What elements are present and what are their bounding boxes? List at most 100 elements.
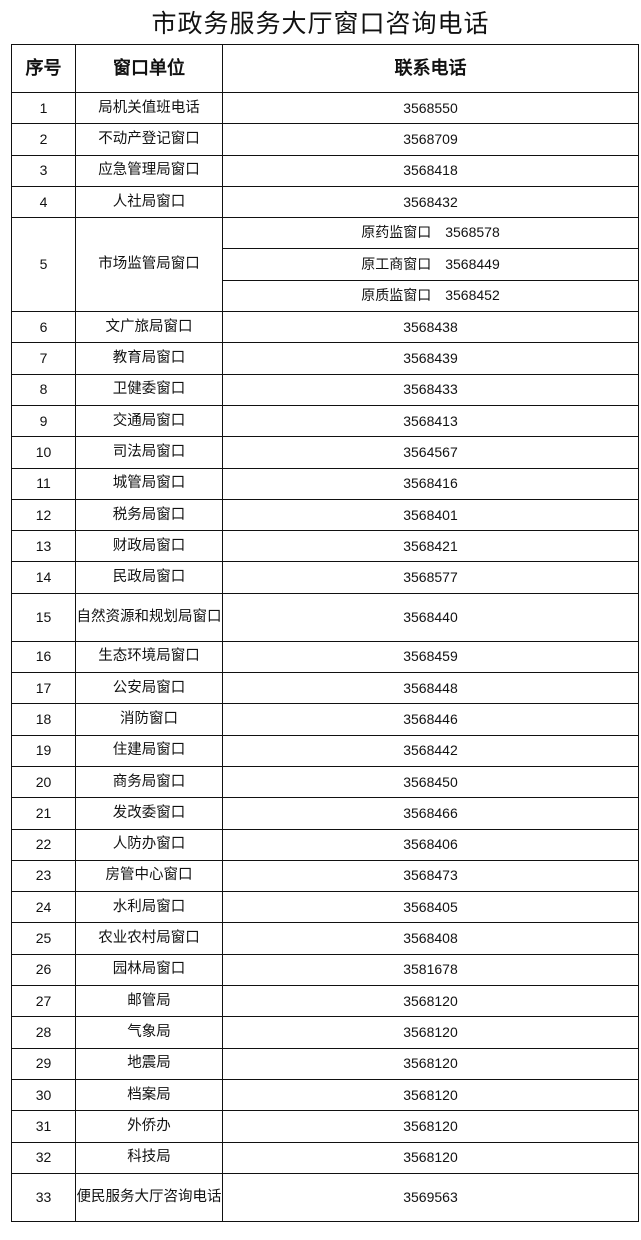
row-unit: 城管局窗口 xyxy=(75,467,223,500)
row-phone: 3568421 xyxy=(222,530,639,563)
table-row: 29 地震局 3568120 xyxy=(11,1047,639,1080)
sub-unit-phone: 原质监窗口 3568452 xyxy=(222,279,639,313)
row-phone: 3568577 xyxy=(222,561,639,594)
table-row: 14 民政局窗口 3568577 xyxy=(11,561,639,594)
table-row: 8 卫健委窗口 3568433 xyxy=(11,373,639,406)
row-phone: 3568450 xyxy=(222,765,639,799)
row-phone: 3581678 xyxy=(222,953,639,987)
row-unit: 便民服务大厅咨询电话 xyxy=(75,1172,223,1222)
row-phone: 3564567 xyxy=(222,436,639,469)
row-unit: 发改委窗口 xyxy=(75,797,223,830)
row-number: 8 xyxy=(11,373,76,406)
table-row: 27 邮管局 3568120 xyxy=(11,985,639,1018)
row-unit: 住建局窗口 xyxy=(75,734,223,767)
row-phone: 3568709 xyxy=(222,123,639,156)
table-row: 13 财政局窗口 3568421 xyxy=(11,530,639,563)
row-unit: 交通局窗口 xyxy=(75,404,223,438)
row-unit: 消防窗口 xyxy=(75,703,223,736)
sub-unit-name: 原工商窗口 xyxy=(361,256,432,273)
row-unit: 园林局窗口 xyxy=(75,953,223,987)
row-phone: 3568120 xyxy=(222,1141,639,1174)
table-row: 15 自然资源和规划局窗口 3568440 xyxy=(11,592,639,642)
row-phone: 3568418 xyxy=(222,154,639,187)
table-row: 6 文广旅局窗口 3568438 xyxy=(11,311,639,344)
row-phone: 3568413 xyxy=(222,404,639,438)
row-phone: 3568120 xyxy=(222,1078,639,1112)
row-number: 2 xyxy=(11,123,76,156)
row-phone: 3568401 xyxy=(222,498,639,532)
row-number: 10 xyxy=(11,436,76,469)
row-phone: 3568406 xyxy=(222,828,639,861)
table-row: 18 消防窗口 3568446 xyxy=(11,703,639,736)
row-number: 15 xyxy=(11,592,76,642)
row-number: 21 xyxy=(11,797,76,830)
row-number: 9 xyxy=(11,404,76,438)
table-row: 7 教育局窗口 3568439 xyxy=(11,342,639,375)
row-phone: 3568473 xyxy=(222,859,639,893)
row-phone: 3568416 xyxy=(222,467,639,500)
table-row: 23 房管中心窗口 3568473 xyxy=(11,859,639,893)
row-unit: 商务局窗口 xyxy=(75,765,223,799)
row-phone: 3568120 xyxy=(222,1047,639,1080)
row-phone: 3568440 xyxy=(222,592,639,642)
row-number: 26 xyxy=(11,953,76,987)
row-unit: 邮管局 xyxy=(75,985,223,1018)
row-number: 1 xyxy=(11,91,76,125)
row-unit: 人社局窗口 xyxy=(75,185,223,219)
row-phone: 3568446 xyxy=(222,703,639,736)
row-number: 7 xyxy=(11,342,76,375)
row-phone: 3568120 xyxy=(222,1016,639,1049)
table-row: 25 农业农村局窗口 3568408 xyxy=(11,922,639,955)
row-phone: 3568433 xyxy=(222,373,639,406)
row-number: 12 xyxy=(11,498,76,532)
row-phone: 3568408 xyxy=(222,922,639,955)
row-number: 22 xyxy=(11,828,76,861)
row-number: 16 xyxy=(11,640,76,674)
row-number: 14 xyxy=(11,561,76,594)
table-row: 12 税务局窗口 3568401 xyxy=(11,498,639,532)
row-unit: 档案局 xyxy=(75,1078,223,1112)
row-number: 3 xyxy=(11,154,76,187)
row-unit: 教育局窗口 xyxy=(75,342,223,375)
row-number: 30 xyxy=(11,1078,76,1112)
row-phone: 3569563 xyxy=(222,1172,639,1222)
table-row: 10 司法局窗口 3564567 xyxy=(11,436,639,469)
table-row: 19 住建局窗口 3568442 xyxy=(11,734,639,767)
row-unit: 财政局窗口 xyxy=(75,530,223,563)
table-row: 原质监窗口 3568452 xyxy=(12,279,639,313)
table-row: 26 园林局窗口 3581678 xyxy=(11,953,639,987)
table-header-row: 序号 窗口单位 联系电话 xyxy=(11,44,639,93)
sub-unit-phone: 原工商窗口 3568449 xyxy=(222,248,639,281)
row-phone: 3568466 xyxy=(222,797,639,830)
row-phone: 3568439 xyxy=(222,342,639,375)
row-number: 29 xyxy=(11,1047,76,1080)
row-unit: 自然资源和规划局窗口 xyxy=(75,592,223,642)
table-row: 5 市场监管局窗口 原药监窗口 3568578 xyxy=(11,217,639,313)
row-unit: 科技局 xyxy=(75,1141,223,1174)
table-row: 33 便民服务大厅咨询电话 3569563 xyxy=(11,1172,639,1222)
row-number: 23 xyxy=(11,859,76,893)
row-phone: 3568442 xyxy=(222,734,639,767)
row-unit: 人防办窗口 xyxy=(75,828,223,861)
sub-unit-phone: 原药监窗口 3568578 xyxy=(222,217,639,250)
table-row: 2 不动产登记窗口 3568709 xyxy=(11,123,639,156)
row-unit: 地震局 xyxy=(75,1047,223,1080)
row-phone: 3568459 xyxy=(222,640,639,674)
row-phone: 3568432 xyxy=(222,185,639,219)
row-number: 13 xyxy=(11,530,76,563)
row-unit: 房管中心窗口 xyxy=(75,859,223,893)
row-unit: 气象局 xyxy=(75,1016,223,1049)
sub-unit-name: 原药监窗口 xyxy=(361,225,432,242)
row-unit: 公安局窗口 xyxy=(75,672,223,705)
row-phone: 3568438 xyxy=(222,311,639,344)
row-unit: 卫健委窗口 xyxy=(75,373,223,406)
row-number: 28 xyxy=(11,1016,76,1049)
row-phone: 3568120 xyxy=(222,1110,639,1143)
table-row: 21 发改委窗口 3568466 xyxy=(11,797,639,830)
row-number: 19 xyxy=(11,734,76,767)
row-unit: 市场监管局窗口 xyxy=(75,217,223,313)
sub-unit-phone-number: 3568578 xyxy=(445,224,500,241)
row-unit: 文广旅局窗口 xyxy=(75,311,223,344)
row-number: 4 xyxy=(11,185,76,219)
page-title: 市政务服务大厅窗口咨询电话 xyxy=(151,9,490,38)
